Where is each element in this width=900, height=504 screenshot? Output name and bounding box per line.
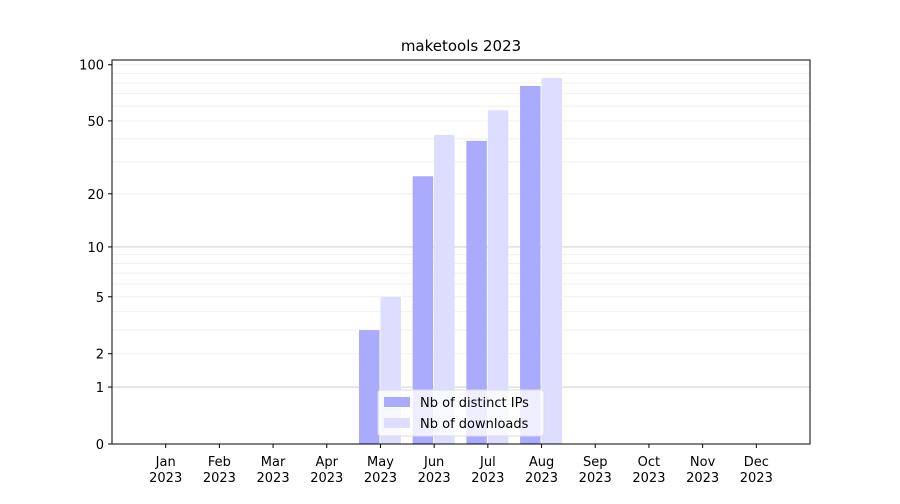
- x-tick-label: Mar 2023: [257, 455, 290, 486]
- bar: [541, 77, 563, 445]
- x-tick-label-line: 2023: [149, 471, 182, 486]
- y-tick-label: 1: [96, 381, 104, 396]
- x-tick-label: Feb 2023: [203, 455, 236, 486]
- grid: [112, 64, 810, 388]
- x-tick-label: Jun 2023: [418, 455, 451, 486]
- x-tick-label-line: 2023: [418, 471, 451, 486]
- y-tick-label: 100: [79, 59, 104, 74]
- x-tick-label-line: Jul: [479, 455, 496, 470]
- x-tick-label-line: Jan: [155, 455, 176, 470]
- bar: [520, 85, 541, 445]
- x-tick-label: Jan 2023: [149, 455, 182, 486]
- x-tick-label-line: Jun: [423, 455, 444, 470]
- x-tick-label-line: Dec: [744, 455, 769, 470]
- legend-label: Nb of downloads: [420, 417, 529, 432]
- x-tick-label-line: Sep: [583, 455, 608, 470]
- chart-title: maketools 2023: [401, 37, 521, 55]
- y-tick-label: 2: [96, 348, 104, 363]
- y-tick-label: 0: [96, 438, 104, 453]
- x-tick-label: Oct 2023: [632, 455, 665, 486]
- x-tick-label: Jul 2023: [471, 455, 504, 486]
- x-tick-label: Nov 2023: [686, 455, 719, 486]
- x-tick-label-line: Oct: [638, 455, 660, 470]
- axes-frame: [111, 59, 811, 445]
- x-tick-label-line: 2023: [471, 471, 504, 486]
- y-tick-label: 20: [87, 188, 104, 203]
- x-tick-label-line: Nov: [690, 455, 716, 470]
- x-tick-label-line: May: [367, 455, 394, 470]
- x-tick-label-line: Feb: [208, 455, 231, 470]
- x-tick-label-line: 2023: [632, 471, 665, 486]
- x-tick-label-line: 2023: [310, 471, 343, 486]
- x-tick-label-line: Mar: [261, 455, 286, 470]
- x-tick-label-line: Aug: [529, 455, 554, 470]
- bar: [412, 176, 434, 445]
- bar: [466, 140, 487, 444]
- y-tick-label: 50: [87, 115, 104, 130]
- x-tick-label-line: 2023: [364, 471, 397, 486]
- legend-box: [377, 389, 545, 437]
- legend-swatch: [384, 418, 410, 428]
- y-tick-label: 10: [87, 241, 104, 256]
- x-tick-label: Dec 2023: [740, 455, 773, 486]
- legend-label: Nb of distinct IPs: [420, 396, 529, 411]
- legend-swatch: [384, 397, 410, 407]
- x-tick-label: Aug 2023: [525, 455, 558, 486]
- bar: [434, 134, 455, 444]
- legend: Nb of distinct IPs Nb of downloads: [377, 389, 545, 437]
- y-tick-label: 5: [96, 291, 104, 306]
- x-tick-label-line: 2023: [525, 471, 558, 486]
- x-tick-label-line: Apr: [316, 455, 339, 470]
- bar: [358, 330, 380, 444]
- x-tick-label: Sep 2023: [579, 455, 612, 486]
- x-tick-label-line: 2023: [257, 471, 290, 486]
- x-tick-label-line: 2023: [579, 471, 612, 486]
- x-tick-label: Apr 2023: [310, 455, 343, 486]
- x-tick-label-line: 2023: [740, 471, 773, 486]
- x-tick-label-line: 2023: [686, 471, 719, 486]
- x-tick-label: May 2023: [364, 455, 397, 486]
- bar: [487, 110, 509, 444]
- x-tick-label-line: 2023: [203, 471, 236, 486]
